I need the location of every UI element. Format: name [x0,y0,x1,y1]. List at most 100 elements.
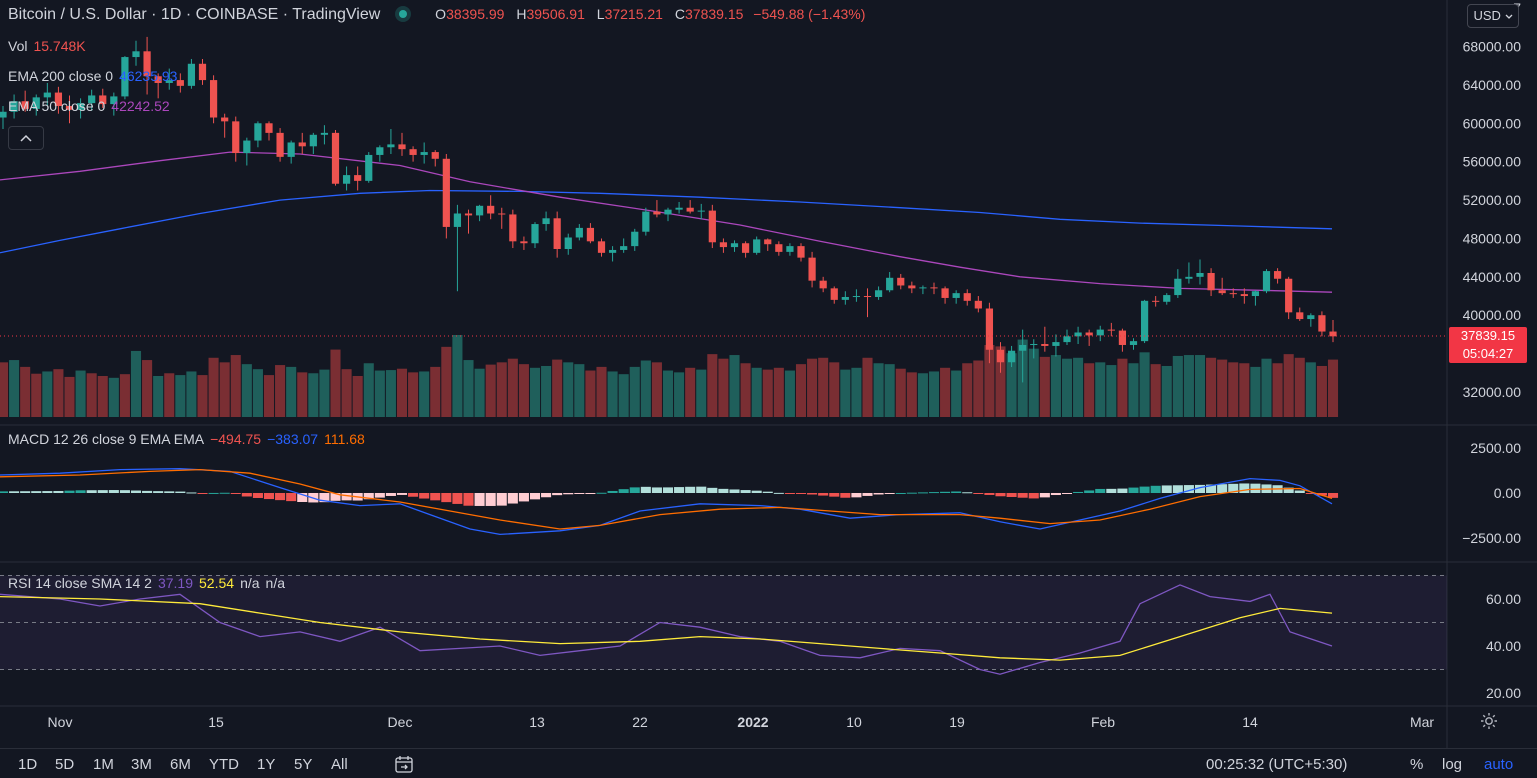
timeframe-1m[interactable]: 1M [93,756,114,773]
chevron-down-icon [1505,14,1512,19]
timeframe-5y[interactable]: 5Y [294,756,313,773]
macd-histogram-bar [1095,488,1106,493]
chart-canvas[interactable]: 68000.00 64000.00 60000.00 56000.00 52000.00… [0,0,1537,748]
candle-body [498,213,506,215]
time-axis-label: 2022 [737,714,768,730]
candle-body [65,106,74,110]
macd-histogram-bar [430,493,441,501]
price-axis-label: 48000.00 [1463,230,1522,246]
macd-histogram-bar [928,492,940,494]
ema50-legend[interactable]: EMA 50 close 0 42242.52 [8,98,170,114]
volume-legend[interactable]: Vol 15.748K [8,38,86,54]
log-scale-toggle[interactable]: log [1442,756,1463,773]
volume-bar [485,364,496,417]
volume-bar [496,362,507,417]
volume-bar [563,362,574,417]
auto-scale-toggle[interactable]: auto [1484,756,1514,773]
clock-timezone[interactable]: 00:25:32 (UTC+5:30) [1206,756,1348,773]
candle-body [1174,278,1182,296]
candle-body [1107,329,1115,331]
macd-histogram-bar [153,491,164,493]
candle-body [342,175,351,184]
volume-bar [0,362,9,417]
volume-bar [795,364,807,417]
calendar-range-icon[interactable] [394,754,414,774]
timeframe-all[interactable]: All [331,756,348,773]
time-axis-label: 15 [208,714,224,730]
volume-bar [64,376,75,417]
candle-body [21,101,29,109]
macd-histogram-bar [762,491,773,493]
volume-bar [1316,365,1327,417]
volume-bar [1106,365,1117,417]
volume-bar [1294,357,1305,417]
currency-selector[interactable]: USD [1467,4,1519,28]
macd-histogram-bar [197,493,208,494]
volume-bar [197,375,208,417]
volume-bar [1117,358,1128,417]
macd-histogram-bar [42,491,53,493]
candle-body [398,144,406,150]
candle-body [276,132,284,157]
candle-body [830,288,838,300]
macd-histogram-bar [951,491,962,493]
macd-histogram-bar [1050,493,1061,496]
candle-body [1030,344,1038,346]
volume-bar [818,357,829,417]
ema200-legend[interactable]: EMA 200 close 0 46235.93 [8,68,178,84]
volume-bar [884,364,895,417]
candle-body [1152,300,1160,302]
candle-body [32,97,40,109]
volume-bar [408,372,419,417]
timeframe-ytd[interactable]: YTD [209,756,239,773]
macd-histogram-bar [1106,488,1117,493]
volume-bar [928,371,940,417]
macd-histogram-bar [463,493,474,506]
rsi-ma-line [0,595,1333,661]
volume-bar [1305,362,1316,417]
volume-bar [840,369,851,417]
collapse-legend-button[interactable] [8,126,44,150]
timeframe-3m[interactable]: 3M [131,756,152,773]
volume-bar [275,365,286,417]
macd-histogram-bar [363,493,374,500]
volume-bar [906,372,917,417]
macd-histogram-bar [895,492,906,494]
macd-histogram-bar [840,493,851,498]
candle-body [730,243,739,248]
timeframe-5d[interactable]: 5D [55,756,75,773]
volume-bar [1250,366,1261,417]
candle-body [608,249,617,253]
symbol-title[interactable]: Bitcoin / U.S. Dollar · 1D · COINBASE · … [8,6,381,23]
macd-legend[interactable]: MACD 12 26 close 9 EMA EMA −494.75 −383.07… [8,431,365,447]
candle-body [1096,329,1104,336]
volume-bar [718,358,729,417]
timeframe-1y[interactable]: 1Y [257,756,276,773]
volume-bar [330,349,341,417]
settings-gear-icon[interactable] [1480,712,1498,730]
macd-histogram-bar [1283,487,1294,493]
candle-body [841,296,849,300]
candle-body [376,147,384,155]
macd-histogram-bar [175,491,186,493]
macd-histogram-bar [1028,493,1039,499]
macd-histogram-bar [1139,486,1150,493]
macd-line [0,468,1333,536]
rsi-legend[interactable]: RSI 14 close SMA 14 2 37.19 52.54 n/a n/a [8,575,285,591]
volume-bar [729,355,740,417]
macd-histogram-bar [917,492,928,494]
macd-histogram-bar [607,490,618,493]
timeframe-1d[interactable]: 1D [18,756,38,773]
volume-bar [973,360,984,417]
volume-bar [640,360,651,417]
macd-histogram-bar [662,487,674,493]
percent-scale-toggle[interactable]: % [1410,756,1424,773]
candle-body [420,152,428,155]
macd-histogram-bar [851,493,862,498]
candle-body [453,213,462,227]
volume-bar [308,373,319,417]
volume-bar [1327,359,1339,417]
macd-histogram-bar [1150,485,1161,493]
macd-histogram-bar [208,492,219,494]
timeframe-6m[interactable]: 6M [170,756,191,773]
